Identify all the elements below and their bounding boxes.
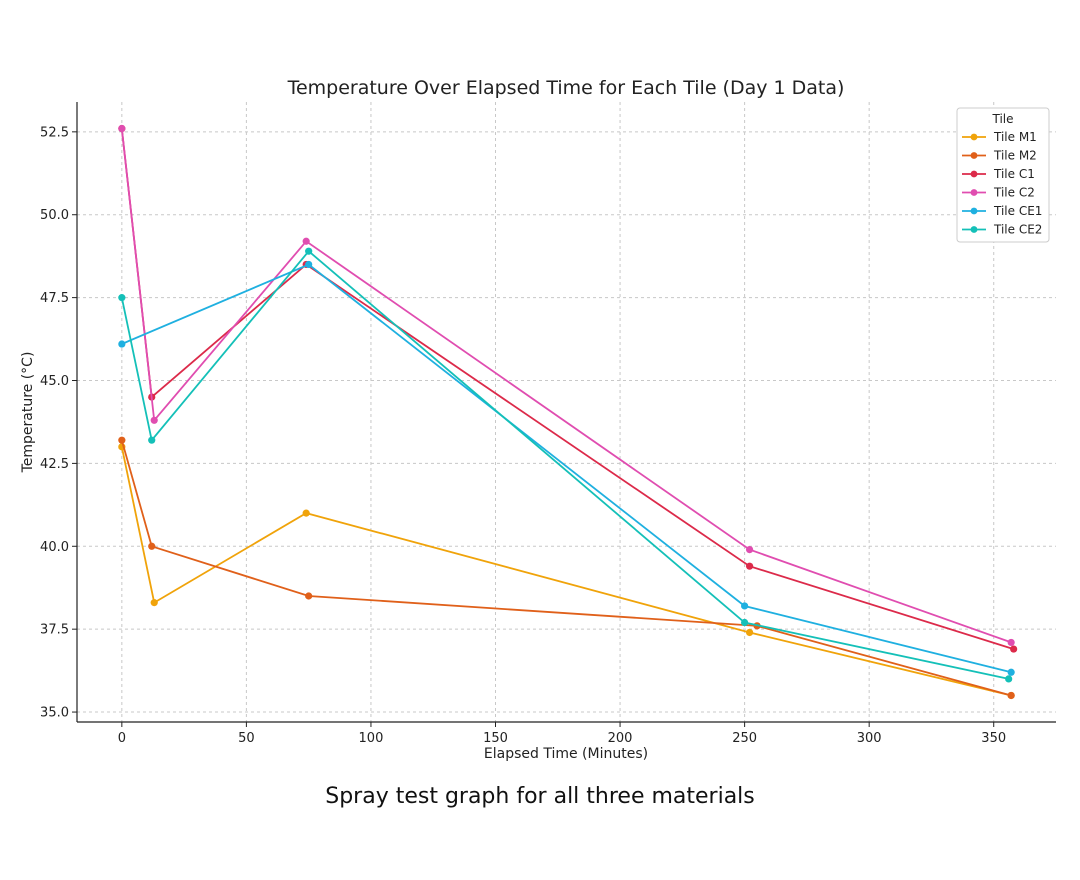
y-tick-label: 52.5 [40,125,69,140]
y-tick-label: 40.0 [40,540,69,555]
legend-label-tile-ce1: Tile CE1 [993,204,1042,218]
data-point-tile-c1 [745,562,754,570]
x-tick-label: 200 [608,731,633,746]
data-point-tile-c2 [745,545,754,554]
legend-box [956,107,1050,243]
legend-marker-tile-c1 [970,170,978,178]
data-point-tile-m1 [150,599,158,607]
y-tick-label: 42.5 [40,457,69,472]
x-tick-label: 350 [981,731,1006,746]
data-point-tile-m2 [305,592,313,600]
x-tick-label: 300 [857,731,882,746]
legend-label-tile-c2: Tile C2 [993,186,1035,200]
data-point-tile-ce2 [1005,675,1013,683]
x-tick-label: 0 [118,731,126,746]
data-point-tile-m1 [302,509,310,517]
y-tick-label: 47.5 [40,291,69,306]
x-axis-label: Elapsed Time (Minutes) [484,746,648,762]
data-point-tile-ce1 [741,602,749,610]
data-point-tile-m1 [745,628,754,637]
legend-label-tile-ce2: Tile CE2 [993,223,1042,237]
legend-marker-tile-ce2 [970,226,978,233]
legend-marker-tile-ce1 [970,207,978,215]
x-tick-label: 250 [732,731,757,746]
legend-label-tile-c1: Tile C1 [993,167,1035,181]
data-point-tile-m2 [1007,691,1015,700]
data-point-tile-ce2 [305,247,313,255]
legend-items: Tile M1 Tile M2 Tile C1 Tile C2 Tile CE1 Tile… [962,130,1042,237]
y-tick-label: 45.0 [40,374,69,389]
x-tick-label: 150 [483,731,508,746]
data-point-tile-ce2 [148,436,156,444]
y-tick-label: 50.0 [40,208,69,223]
data-point-tile-ce2 [741,618,749,627]
data-point-tile-ce2 [118,294,126,302]
series-layer [118,124,1018,700]
series-line-tile-m2 [120,439,1012,697]
data-point-tile-c2 [1007,638,1015,647]
legend-marker-tile-c2 [970,189,978,196]
y-tick-label: 37.5 [40,623,69,638]
data-point-tile-c2 [150,416,158,424]
legend-marker-tile-m1 [970,133,978,141]
data-point-tile-c1 [1010,645,1018,653]
legend-title: Tile [991,112,1013,126]
x-tick-label: 100 [359,731,384,746]
legend-marker-tile-m2 [970,152,978,159]
data-point-tile-c2 [302,237,310,245]
chart-title: Temperature Over Elapsed Time for Each T… [287,77,845,99]
grid [77,102,1056,722]
data-point-tile-m2 [148,542,156,550]
data-point-tile-m2 [118,436,126,444]
data-point-tile-c2 [118,124,126,133]
series-line-tile-ce1 [121,263,1012,674]
series-line-tile-c1 [120,128,1014,650]
axes: 0 50 100 150 200 250 300 350 35.0 37.5 40.0 42.5 45.… [40,102,1056,746]
legend-label-tile-m1: Tile M1 [993,130,1037,144]
data-point-tile-ce1 [118,340,126,348]
data-point-tile-ce1 [305,260,313,269]
x-tick-label: 50 [238,731,255,746]
data-point-tile-ce1 [1007,668,1015,676]
y-axis-label: Temperature (°C) [20,352,36,474]
legend: Tile Tile M1 Tile M2 Tile C1 Tile C2 Tile CE… [956,107,1050,243]
y-tick-label: 35.0 [40,706,69,721]
figure-caption: Spray test graph for all three materials [325,784,755,809]
series-line-tile-c2 [120,128,1012,644]
legend-label-tile-m2: Tile M2 [993,149,1037,163]
